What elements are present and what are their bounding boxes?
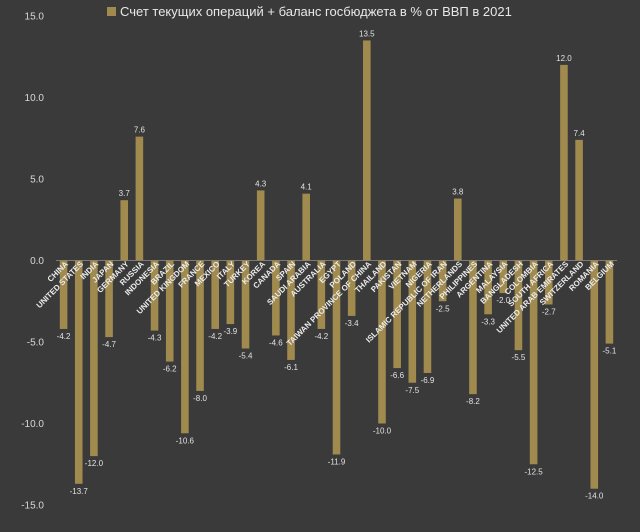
data-label: -5.5 xyxy=(512,353,526,362)
data-label: 12.0 xyxy=(556,54,572,63)
bar xyxy=(590,260,599,489)
data-label: -3.3 xyxy=(481,317,495,326)
data-label: 13.5 xyxy=(359,29,375,38)
data-label: -6.2 xyxy=(163,365,177,374)
bar xyxy=(256,190,265,261)
y-tick-label: -5.0 xyxy=(27,338,45,349)
bar xyxy=(469,260,477,395)
bar xyxy=(332,260,341,455)
data-label: -4.2 xyxy=(208,332,222,341)
data-label: -6.6 xyxy=(390,371,404,380)
data-label: 3.8 xyxy=(452,188,464,197)
bar xyxy=(560,64,568,261)
bar xyxy=(347,260,356,316)
y-tick-label: -10.0 xyxy=(21,419,44,430)
y-tick-label: 5.0 xyxy=(30,175,44,186)
bar xyxy=(514,260,523,351)
bar xyxy=(150,260,159,331)
data-label: -14.0 xyxy=(585,492,604,501)
bar xyxy=(59,260,68,329)
y-tick-label: 10.0 xyxy=(25,93,45,104)
data-label: -4.2 xyxy=(314,332,328,341)
data-label: -4.3 xyxy=(148,334,162,343)
data-label: -3.4 xyxy=(345,319,359,328)
legend-label: Счет текущих операций + баланс госбюджет… xyxy=(120,4,512,19)
data-label: 4.3 xyxy=(255,179,267,188)
y-tick-label: 15.0 xyxy=(25,12,45,23)
data-label: 7.4 xyxy=(574,129,586,138)
bar xyxy=(74,260,83,484)
bar xyxy=(317,260,326,329)
y-tick-label: -15.0 xyxy=(21,501,44,512)
y-axis: 15.0 10.0 5.0 0.0 -5.0 -10.0 -15.0 xyxy=(21,12,44,512)
bar xyxy=(363,40,371,261)
bar xyxy=(120,200,129,261)
bar xyxy=(499,260,508,294)
bar xyxy=(302,193,310,261)
bar xyxy=(484,260,492,315)
bar xyxy=(196,260,204,391)
bar xyxy=(287,260,295,360)
bar xyxy=(241,260,250,349)
bar xyxy=(393,260,401,369)
data-label: -12.0 xyxy=(85,459,104,468)
data-label: -11.9 xyxy=(328,457,346,466)
bar xyxy=(135,136,144,261)
data-labels-group: -4.2 -13.7 -12.0 -4.7 3.7 7.6 -4.3 -6.2 -10.6 -8.… xyxy=(57,29,617,500)
data-label: -3.9 xyxy=(223,327,237,336)
data-label: -5.4 xyxy=(239,352,253,361)
bar xyxy=(90,260,98,457)
bar xyxy=(165,260,174,362)
data-label: -4.6 xyxy=(269,338,283,347)
bar xyxy=(378,260,386,424)
data-label: 7.6 xyxy=(134,126,146,135)
data-label: 4.1 xyxy=(301,183,313,192)
data-label: -2.0 xyxy=(496,296,510,305)
data-label: 3.7 xyxy=(119,189,131,198)
bar xyxy=(408,260,417,383)
data-label: -4.2 xyxy=(57,332,71,341)
legend-swatch xyxy=(107,7,116,16)
data-label: -8.2 xyxy=(466,397,480,406)
data-label: -2.5 xyxy=(436,304,450,313)
bar xyxy=(272,260,280,336)
data-label: -13.7 xyxy=(70,487,89,496)
bars-group xyxy=(59,40,614,489)
bar xyxy=(438,260,447,302)
bar xyxy=(605,260,614,344)
data-label: -6.9 xyxy=(421,376,435,385)
data-label: -5.1 xyxy=(603,347,617,356)
bar xyxy=(529,260,538,465)
data-label: -10.6 xyxy=(176,436,195,445)
bar xyxy=(575,139,583,261)
bar xyxy=(211,260,219,329)
bar xyxy=(105,260,113,338)
data-label: -2.7 xyxy=(542,308,556,317)
bar xyxy=(423,260,432,373)
legend: Счет текущих операций + баланс госбюджет… xyxy=(107,4,512,19)
data-label: -12.5 xyxy=(524,467,543,476)
bar xyxy=(544,260,553,305)
data-label: -4.7 xyxy=(102,340,116,349)
bar xyxy=(181,260,189,434)
data-label: -8.0 xyxy=(193,394,207,403)
data-label: -6.1 xyxy=(284,363,298,372)
bar xyxy=(454,198,462,261)
data-label: -7.5 xyxy=(405,386,419,395)
data-label: -10.0 xyxy=(373,427,392,436)
bar xyxy=(226,260,235,325)
y-tick-label: 0.0 xyxy=(30,256,44,267)
